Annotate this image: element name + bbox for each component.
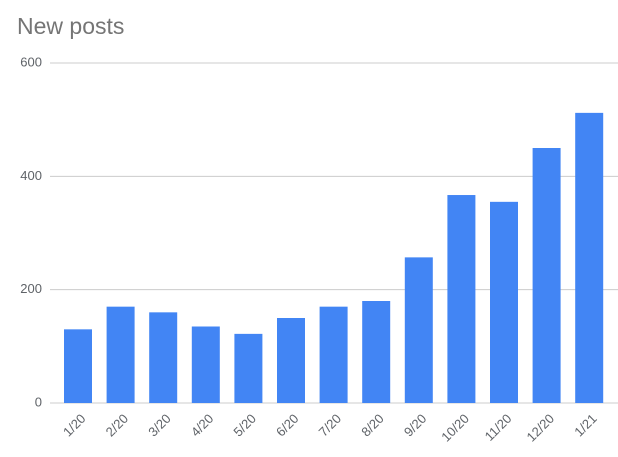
bar bbox=[106, 306, 135, 403]
bar bbox=[191, 326, 220, 403]
x-tick-label: 10/20 bbox=[438, 411, 472, 445]
bar bbox=[362, 301, 391, 403]
bar bbox=[490, 201, 518, 403]
x-tick-label: 8/20 bbox=[358, 411, 387, 440]
bar bbox=[447, 195, 476, 403]
bar bbox=[277, 318, 305, 403]
bar bbox=[319, 306, 348, 403]
x-tick-label: 2/20 bbox=[103, 411, 132, 440]
x-tick-label: 5/20 bbox=[230, 411, 259, 440]
x-tick-label: 9/20 bbox=[401, 411, 430, 440]
y-tick-label: 400 bbox=[20, 168, 42, 183]
bar bbox=[234, 333, 263, 403]
y-tick-label: 200 bbox=[20, 281, 42, 296]
x-tick-label: 6/20 bbox=[273, 411, 302, 440]
bar bbox=[149, 312, 178, 403]
x-tick-label: 1/20 bbox=[60, 411, 89, 440]
bar bbox=[64, 329, 92, 403]
x-tick-label: 11/20 bbox=[482, 411, 515, 444]
x-tick-label: 1/21 bbox=[571, 411, 600, 440]
x-tick-label: 12/20 bbox=[524, 411, 558, 445]
bar bbox=[532, 148, 561, 403]
y-tick-label: 600 bbox=[20, 54, 42, 69]
y-tick-label: 0 bbox=[35, 394, 42, 409]
chart-title: New posts bbox=[17, 13, 124, 39]
bar bbox=[404, 257, 433, 403]
x-tick-label: 4/20 bbox=[188, 411, 217, 440]
x-tick-label: 3/20 bbox=[145, 411, 174, 440]
bar bbox=[575, 112, 604, 403]
x-tick-label: 7/20 bbox=[316, 411, 345, 440]
